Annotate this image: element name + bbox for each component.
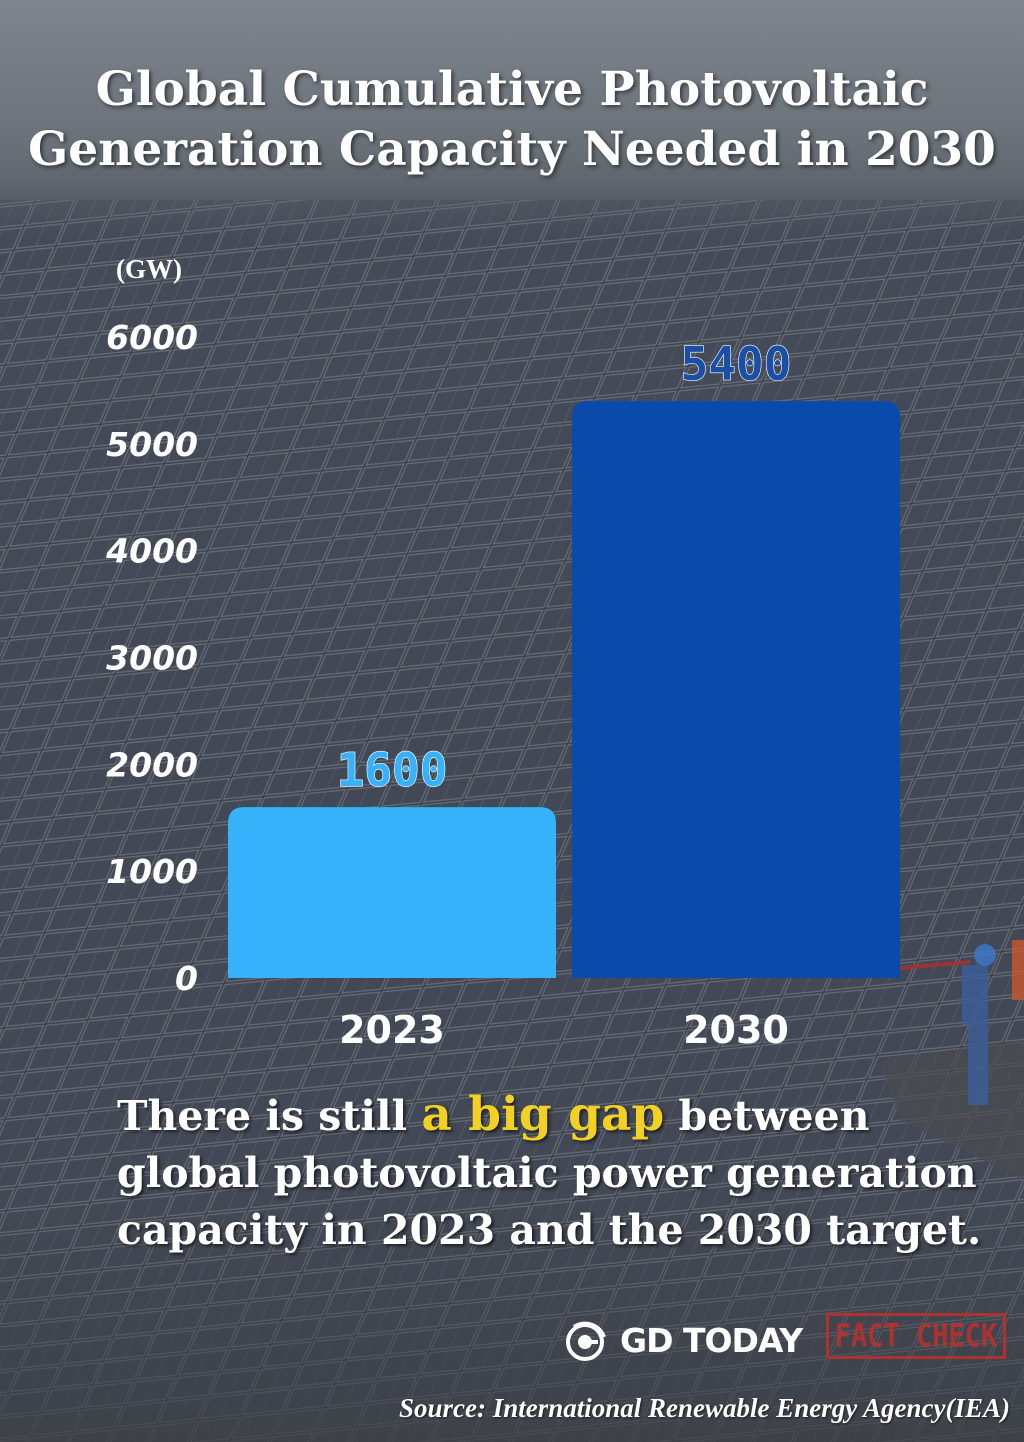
gd-today-logo-text: GD TODAY [620, 1320, 803, 1360]
y-tick-label: 0 [175, 959, 198, 998]
data-label-2023: 1600 [337, 743, 448, 797]
data-label-2030: 5400 [681, 337, 792, 391]
chart-title-line-2: Generation Capacity Needed in 2030 [28, 122, 996, 177]
y-axis-unit-label: (GW) [116, 254, 182, 284]
y-tick-label: 3000 [106, 639, 198, 678]
y-tick-label: 6000 [106, 318, 198, 357]
gd-today-logo: GD TODAY [560, 1312, 803, 1368]
x-tick-label-2030: 2030 [683, 1008, 789, 1052]
bar-2030 [572, 401, 900, 979]
bar-2023 [228, 807, 556, 978]
chart-title-line-1: Global Cumulative Photovoltaic [95, 62, 929, 117]
y-tick-label: 2000 [106, 745, 198, 784]
x-tick-label-2023: 2023 [339, 1008, 445, 1052]
source-note: Source: International Renewable Energy A… [398, 1393, 1010, 1423]
gd-today-logo-icon [566, 1321, 606, 1361]
fact-check-stamp-text: FACT CHECK [834, 1317, 998, 1355]
worker-figure [899, 940, 1024, 1105]
y-tick-label: 1000 [106, 852, 198, 891]
caption-after: between global photovoltaic power genera… [117, 1092, 982, 1254]
bar-chart: 0 1000 2000 3000 4000 5000 6000 1600 2023 5400 203… [105, 318, 900, 1052]
y-tick-label: 4000 [105, 532, 198, 571]
caption-text: There is still a big gap between global … [117, 1086, 997, 1259]
y-tick-label: 5000 [106, 425, 198, 464]
fact-check-stamp: FACT CHECK [826, 1313, 1006, 1359]
caption-before: There is still [117, 1092, 422, 1140]
caption-highlight: a big gap [421, 1087, 665, 1142]
